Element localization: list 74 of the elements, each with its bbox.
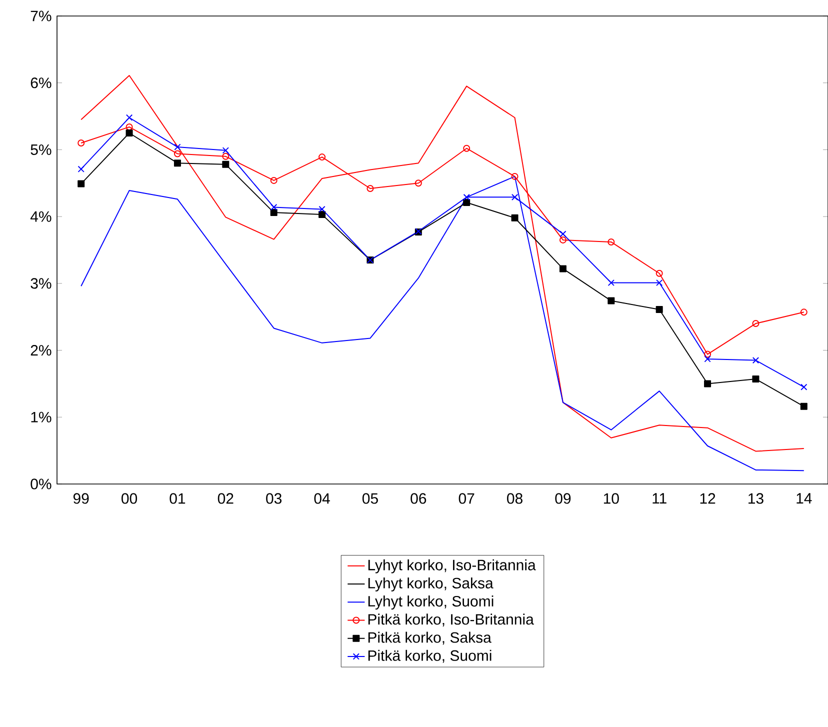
point [366, 184, 374, 192]
x-tick-label: 08 [507, 493, 522, 504]
legend-label: Lyhyt korko, Suomi [368, 596, 494, 610]
y-tick-label: 2% [30, 344, 52, 356]
x-tick-label: 03 [266, 493, 282, 504]
point [463, 199, 470, 206]
point [752, 376, 760, 383]
x-tick-label: 14 [796, 493, 812, 504]
point [560, 230, 566, 238]
legend-label: Lyhyt korko, Iso-Britannia [368, 559, 536, 574]
x-tick-label: 02 [218, 493, 234, 504]
point [463, 194, 470, 200]
point [704, 356, 711, 362]
y-tick-label: 4% [30, 211, 52, 222]
x-tick-label: 06 [410, 493, 426, 504]
point [318, 206, 326, 213]
point [414, 180, 422, 187]
point [800, 384, 808, 390]
x-tick-label: 09 [555, 493, 571, 504]
x-tick-label: 99 [73, 493, 89, 504]
point [608, 279, 614, 286]
x-tick-label: 04 [314, 493, 330, 504]
x-tick-label: 11 [652, 493, 666, 504]
x-tick-label: 07 [458, 493, 474, 504]
point [752, 320, 760, 328]
point [126, 114, 133, 121]
legend-label: Pitkä korko, Suomi [368, 650, 492, 663]
point [126, 129, 133, 136]
line-series [80, 74, 804, 452]
point [222, 160, 230, 168]
point [656, 279, 663, 286]
point [559, 236, 566, 244]
point [656, 270, 663, 277]
x-tick-label: 00 [122, 493, 138, 504]
y-tick-label: 5% [30, 144, 52, 155]
legend-label: Pitkä korko, Iso-Britannia [368, 614, 534, 626]
point [608, 297, 615, 304]
x-tick-label: 01 [170, 493, 186, 504]
point [704, 350, 712, 358]
point [270, 209, 278, 216]
point [511, 194, 518, 200]
x-tick-label: 13 [748, 493, 764, 504]
point [78, 180, 85, 188]
point [800, 402, 808, 410]
x-tick-label: 12 [700, 493, 716, 504]
y-tick-label: 7% [30, 10, 52, 22]
point [318, 211, 326, 218]
point [511, 172, 518, 180]
point [559, 265, 566, 272]
point [174, 160, 181, 167]
legend-label: Lyhyt korko, Saksa [368, 577, 494, 592]
point [174, 150, 181, 158]
point [126, 123, 133, 130]
point [752, 356, 760, 364]
x-tick-label: 10 [604, 493, 619, 504]
point [608, 238, 615, 246]
point [270, 176, 278, 184]
y-tick-label: 1% [31, 412, 52, 422]
y-tick-label: 0% [30, 478, 52, 490]
point [318, 154, 326, 161]
point [222, 147, 229, 154]
x-tick-label: 05 [362, 493, 378, 504]
y-tick-label: 6% [30, 78, 52, 88]
point [270, 204, 278, 211]
point [174, 144, 181, 150]
y-tick-label: 3% [30, 278, 52, 289]
point [800, 308, 808, 316]
point [463, 144, 470, 152]
point [656, 306, 663, 313]
point [704, 380, 712, 388]
point [78, 166, 84, 172]
point [511, 214, 518, 222]
point [222, 152, 230, 160]
legend-label: Pitkä korko, Saksa [368, 632, 492, 645]
